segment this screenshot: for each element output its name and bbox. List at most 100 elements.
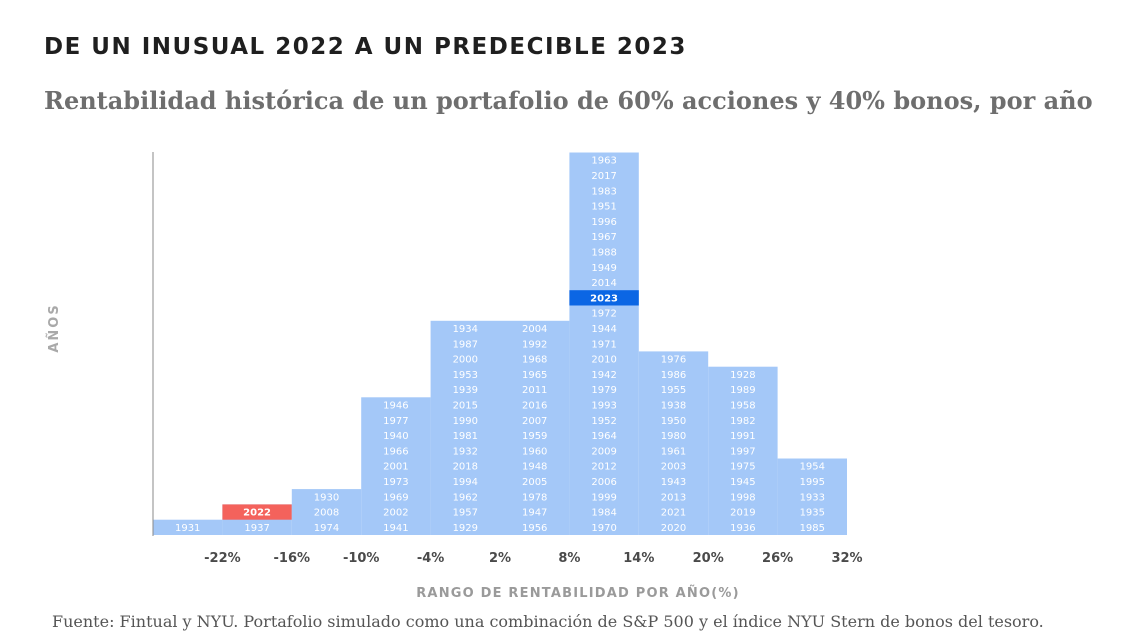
year-label: 1980 [661, 431, 686, 442]
x-tick-label: -22% [204, 551, 241, 566]
year-label: 2016 [522, 400, 547, 411]
year-label: 1987 [453, 339, 478, 350]
year-label: 1945 [730, 477, 755, 488]
year-label: 2023 [590, 293, 618, 304]
year-label: 2014 [591, 278, 616, 289]
year-label: 1984 [591, 508, 616, 519]
histogram-bar [708, 366, 778, 535]
year-label: 1946 [383, 400, 408, 411]
year-label: 1941 [383, 523, 408, 534]
x-tick-label: -16% [274, 551, 311, 566]
year-label: 2017 [591, 171, 616, 182]
year-label: 1963 [591, 156, 616, 167]
highlight-cell [222, 504, 292, 520]
year-label: 1957 [453, 508, 478, 519]
year-label: 1997 [730, 446, 755, 457]
x-tick-label: 20% [693, 551, 724, 566]
year-label: 1974 [314, 523, 339, 534]
year-label: 1930 [314, 492, 339, 503]
year-label: 1999 [591, 492, 616, 503]
year-label: 1991 [730, 431, 755, 442]
x-tick-label: -4% [417, 551, 444, 566]
year-label: 1935 [800, 508, 825, 519]
year-label: 1978 [522, 492, 547, 503]
x-tick-label: 32% [831, 551, 862, 566]
year-label: 1953 [453, 370, 478, 381]
year-label: 1961 [661, 446, 686, 457]
year-label: 1934 [453, 324, 478, 335]
year-label: 2002 [383, 508, 408, 519]
x-tick-label: -10% [343, 551, 380, 566]
year-label: 1986 [661, 370, 686, 381]
year-label: 1936 [730, 523, 755, 534]
year-label: 1959 [522, 431, 547, 442]
year-label: 1964 [591, 431, 616, 442]
year-label: 1955 [661, 385, 686, 396]
year-label: 1995 [800, 477, 825, 488]
source-note: Fuente: Fintual y NYU. Portafolio simula… [52, 612, 1044, 631]
year-label: 1981 [453, 431, 478, 442]
page-subtitle: Rentabilidad histórica de un portafolio … [44, 86, 1093, 115]
year-label: 1971 [591, 339, 616, 350]
year-label: 2007 [522, 416, 547, 427]
year-label: 2004 [522, 324, 547, 335]
year-label: 1998 [730, 492, 755, 503]
x-tick-label: 8% [558, 551, 580, 566]
year-label: 1973 [383, 477, 408, 488]
year-label: 1931 [175, 523, 200, 534]
year-label: 1983 [591, 186, 616, 197]
year-label: 1969 [383, 492, 408, 503]
year-label: 2008 [314, 508, 339, 519]
histogram-bar [361, 397, 431, 535]
year-label: 1975 [730, 462, 755, 473]
histogram-bar [638, 351, 709, 535]
year-label: 1979 [591, 385, 616, 396]
year-label: 2003 [661, 462, 686, 473]
year-label: 1996 [591, 217, 616, 228]
histogram-bar [153, 519, 223, 535]
year-label: 2021 [661, 508, 686, 519]
year-label: 2011 [522, 385, 547, 396]
year-label: 1970 [591, 523, 616, 534]
year-label: 1949 [591, 263, 616, 274]
year-label: 2009 [591, 446, 616, 457]
y-axis-label: AÑOS [46, 303, 62, 352]
year-label: 1951 [591, 202, 616, 213]
year-label: 2010 [591, 355, 616, 366]
year-label: 1992 [522, 339, 547, 350]
year-label: 2020 [661, 523, 686, 534]
year-label: 1967 [591, 232, 616, 243]
year-label: 1956 [522, 523, 547, 534]
year-label: 1943 [661, 477, 686, 488]
year-label: 2015 [453, 400, 478, 411]
x-tick-label: 14% [623, 551, 654, 566]
year-label: 1952 [591, 416, 616, 427]
year-label: 1942 [591, 370, 616, 381]
year-label: 1928 [730, 370, 755, 381]
year-label: 1938 [661, 400, 686, 411]
year-label: 1977 [383, 416, 408, 427]
year-label: 1965 [522, 370, 547, 381]
year-label: 2005 [522, 477, 547, 488]
year-label: 1993 [591, 400, 616, 411]
histogram-bar [569, 152, 639, 535]
year-label: 1972 [591, 309, 616, 320]
year-label: 1932 [453, 446, 478, 457]
year-label: 2000 [453, 355, 478, 366]
x-axis-label: RANGO DE RENTABILIDAD POR AÑO(%) [416, 585, 740, 601]
year-label: 2013 [661, 492, 686, 503]
year-label: 1939 [453, 385, 478, 396]
year-label: 1929 [453, 523, 478, 534]
year-label: 1940 [383, 431, 408, 442]
highlight-cell [569, 290, 639, 306]
histogram-bar [291, 489, 362, 535]
year-label: 1990 [453, 416, 478, 427]
x-ticks-group: -22% -16% -10% -4% 2% 8% 14% 20% 26% 32% [204, 551, 862, 566]
year-label: 1958 [730, 400, 755, 411]
year-label: 1954 [800, 462, 825, 473]
year-label: 2022 [243, 508, 271, 519]
bars-group: 1931 1937 2022 1974 2008 1930 1941 2002 1969 1973… [153, 152, 847, 535]
year-label: 1994 [453, 477, 478, 488]
year-label: 1944 [591, 324, 616, 335]
year-label: 1989 [730, 385, 755, 396]
